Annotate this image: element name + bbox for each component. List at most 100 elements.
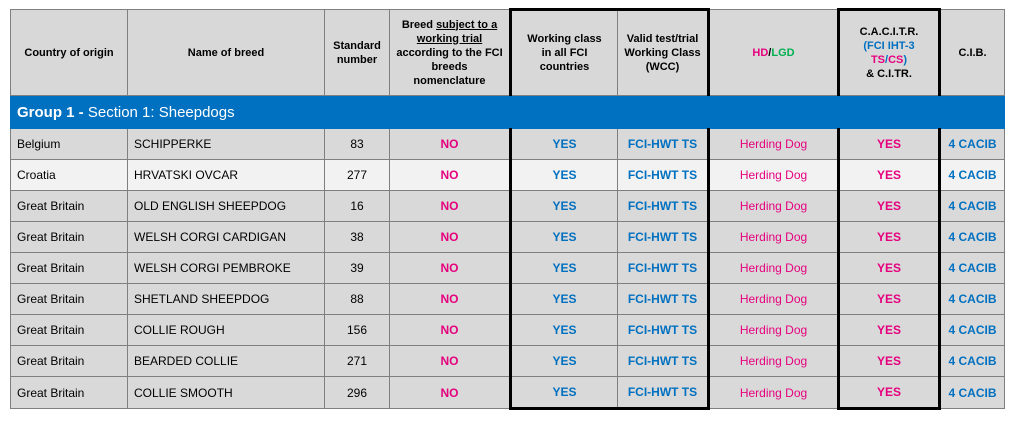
country-cell: Great Britain [10, 345, 128, 377]
breed-cell: WELSH CORGI PEMBROKE [127, 252, 325, 284]
cacitr-cell: YES [837, 252, 941, 284]
table-row: Belgium SCHIPPERKE 83 NO YES FCI-HWT TS Herdin… [10, 128, 1005, 160]
standard-number-cell: 39 [324, 252, 390, 284]
breed-cell: COLLIE SMOOTH [127, 376, 325, 409]
breed-cell: COLLIE ROUGH [127, 314, 325, 346]
table-row: Great Britain OLD ENGLISH SHEEPDOG 16 NO YES… [10, 190, 1005, 222]
cib-cell: 4 CACIB [939, 128, 1005, 160]
hd-lgd-cell: Herding Dog [708, 345, 839, 377]
cacitr-cell: YES [837, 159, 941, 191]
working-trial-cell: NO [389, 283, 511, 315]
working-class-cell: YES [509, 159, 618, 191]
header-working-class: Working class in all FCI countries [509, 8, 618, 96]
breed-table: Country of origin Name of breed Standard… [10, 8, 1005, 410]
group-row: Group 1 - Section 1: Sheepdogs [10, 95, 1005, 129]
table-row: Great Britain WELSH CORGI PEMBROKE 39 NO YES… [10, 252, 1005, 284]
valid-test-cell: FCI-HWT TS [617, 314, 710, 346]
valid-test-cell: FCI-HWT TS [617, 159, 710, 191]
hd-lgd-cell: Herding Dog [708, 221, 839, 253]
standard-number-cell: 88 [324, 283, 390, 315]
cacitr-cell: YES [837, 221, 941, 253]
cacitr-cell: YES [837, 376, 941, 410]
working-trial-cell: NO [389, 190, 511, 222]
standard-number-cell: 296 [324, 376, 390, 409]
working-class-cell: YES [509, 376, 618, 410]
country-cell: Great Britain [10, 221, 128, 253]
working-trial-cell: NO [389, 159, 511, 191]
country-cell: Great Britain [10, 252, 128, 284]
header-standard: Standard number [324, 9, 390, 96]
cacitr-cell: YES [837, 190, 941, 222]
working-class-cell: YES [509, 283, 618, 315]
table-row: Great Britain COLLIE ROUGH 156 NO YES FCI-HWT… [10, 314, 1005, 346]
working-class-cell: YES [509, 128, 618, 160]
standard-number-cell: 277 [324, 159, 390, 191]
working-trial-cell: NO [389, 252, 511, 284]
header-breed: Name of breed [127, 9, 325, 96]
cacitr-cell: YES [837, 345, 941, 377]
header-country: Country of origin [10, 9, 128, 96]
cacitr-cell: YES [837, 283, 941, 315]
country-cell: Great Britain [10, 190, 128, 222]
valid-test-cell: FCI-HWT TS [617, 190, 710, 222]
working-class-cell: YES [509, 252, 618, 284]
standard-number-cell: 38 [324, 221, 390, 253]
working-trial-cell: NO [389, 128, 511, 160]
valid-test-cell: FCI-HWT TS [617, 345, 710, 377]
valid-test-cell: FCI-HWT TS [617, 128, 710, 160]
country-cell: Belgium [10, 128, 128, 160]
cib-cell: 4 CACIB [939, 283, 1005, 315]
cib-cell: 4 CACIB [939, 159, 1005, 191]
cib-cell: 4 CACIB [939, 314, 1005, 346]
breed-cell: HRVATSKI OVCAR [127, 159, 325, 191]
table-row: Great Britain WELSH CORGI CARDIGAN 38 NO YES… [10, 221, 1005, 253]
working-class-cell: YES [509, 314, 618, 346]
header-hd-lgd: HD/LGD [708, 9, 839, 96]
hd-lgd-cell: Herding Dog [708, 283, 839, 315]
header-row: Country of origin Name of breed Standard… [10, 8, 1005, 96]
cib-cell: 4 CACIB [939, 190, 1005, 222]
table-row: Great Britain SHETLAND SHEEPDOG 88 NO YES FCI… [10, 283, 1005, 315]
valid-test-cell: FCI-HWT TS [617, 221, 710, 253]
cib-cell: 4 CACIB [939, 252, 1005, 284]
breed-table-container: Country of origin Name of breed Standard… [10, 8, 1005, 410]
working-trial-cell: NO [389, 376, 511, 409]
country-cell: Great Britain [10, 314, 128, 346]
country-cell: Great Britain [10, 376, 128, 409]
header-cib: C.I.B. [939, 9, 1005, 96]
header-valid-test: Valid test/trial Working Class (WCC) [617, 8, 710, 96]
hd-lgd-cell: Herding Dog [708, 128, 839, 160]
table-row: Croatia HRVATSKI OVCAR 277 NO YES FCI-HWT TS H… [10, 159, 1005, 191]
breed-cell: SCHIPPERKE [127, 128, 325, 160]
working-class-cell: YES [509, 190, 618, 222]
header-cacitr: C.A.C.I.T.R. (FCI IHT-3 TS/CS) & C.I.TR. [837, 8, 941, 96]
breed-cell: WELSH CORGI CARDIGAN [127, 221, 325, 253]
table-row: Great Britain COLLIE SMOOTH 296 NO YES FCI-HW… [10, 376, 1005, 410]
cib-cell: 4 CACIB [939, 376, 1005, 409]
hd-lgd-cell: Herding Dog [708, 190, 839, 222]
breed-cell: SHETLAND SHEEPDOG [127, 283, 325, 315]
table-row: Great Britain BEARDED COLLIE 271 NO YES FCI-H… [10, 345, 1005, 377]
valid-test-cell: FCI-HWT TS [617, 376, 710, 410]
standard-number-cell: 16 [324, 190, 390, 222]
cib-cell: 4 CACIB [939, 221, 1005, 253]
cib-cell: 4 CACIB [939, 345, 1005, 377]
working-class-cell: YES [509, 221, 618, 253]
valid-test-cell: FCI-HWT TS [617, 252, 710, 284]
cacitr-cell: YES [837, 128, 941, 160]
header-working-trial: Breed subject to a working trial accordi… [389, 9, 511, 96]
breed-cell: BEARDED COLLIE [127, 345, 325, 377]
hd-lgd-cell: Herding Dog [708, 252, 839, 284]
country-cell: Great Britain [10, 283, 128, 315]
valid-test-cell: FCI-HWT TS [617, 283, 710, 315]
hd-lgd-cell: Herding Dog [708, 159, 839, 191]
standard-number-cell: 156 [324, 314, 390, 346]
working-class-cell: YES [509, 345, 618, 377]
working-trial-cell: NO [389, 314, 511, 346]
working-trial-cell: NO [389, 345, 511, 377]
working-trial-cell: NO [389, 221, 511, 253]
group-title: Group 1 - Section 1: Sheepdogs [10, 95, 1005, 129]
hd-lgd-cell: Herding Dog [708, 376, 839, 409]
standard-number-cell: 271 [324, 345, 390, 377]
standard-number-cell: 83 [324, 128, 390, 160]
